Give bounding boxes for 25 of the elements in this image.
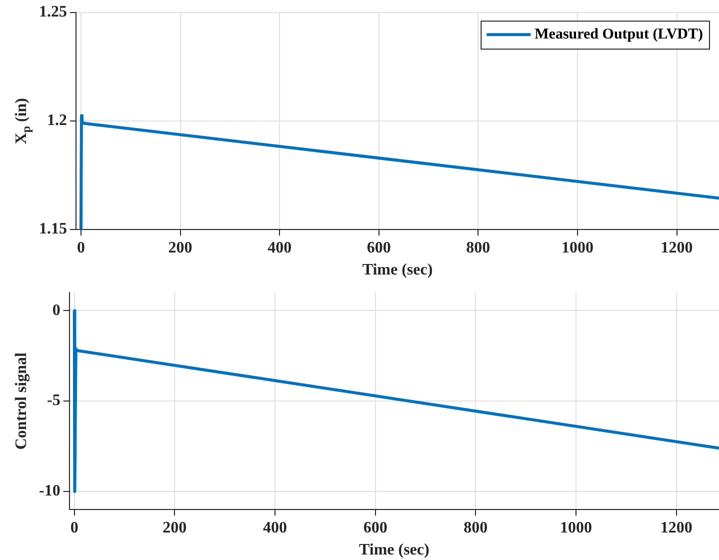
x-tick-label: 1000	[561, 239, 594, 256]
x-axis-title: Time (sec)	[358, 542, 430, 559]
x-tick-label: 0	[76, 239, 85, 256]
x-tick-label: 800	[464, 519, 488, 536]
y-tick-label: 1.15	[39, 220, 67, 238]
x-axis-title: Time (sec)	[362, 262, 433, 279]
x-tick-label: 600	[366, 239, 391, 256]
legend-label: Measured Output (LVDT)	[534, 26, 704, 42]
x-tick-label: 200	[168, 239, 192, 256]
x-tick-label: 400	[263, 519, 288, 536]
y-axis-title: Xp (in)	[13, 98, 34, 144]
y-tick-label: -10	[39, 482, 60, 500]
y-tick-label: -5	[47, 392, 60, 410]
y-axis-title: Control signal	[13, 352, 30, 450]
x-tick-label: 200	[162, 519, 187, 536]
y-tick-label: 1.2	[47, 112, 67, 130]
x-tick-label: 1000	[560, 519, 592, 536]
x-tick-label: 1200	[660, 519, 692, 536]
x-tick-label: 0	[70, 519, 78, 536]
x-tick-label: 400	[268, 239, 292, 256]
y-tick-label: 0	[52, 302, 60, 319]
x-tick-label: 1200	[660, 239, 693, 256]
y-tick-label: 1.25	[39, 4, 67, 21]
x-tick-label: 800	[466, 239, 490, 256]
x-tick-label: 600	[363, 519, 388, 536]
